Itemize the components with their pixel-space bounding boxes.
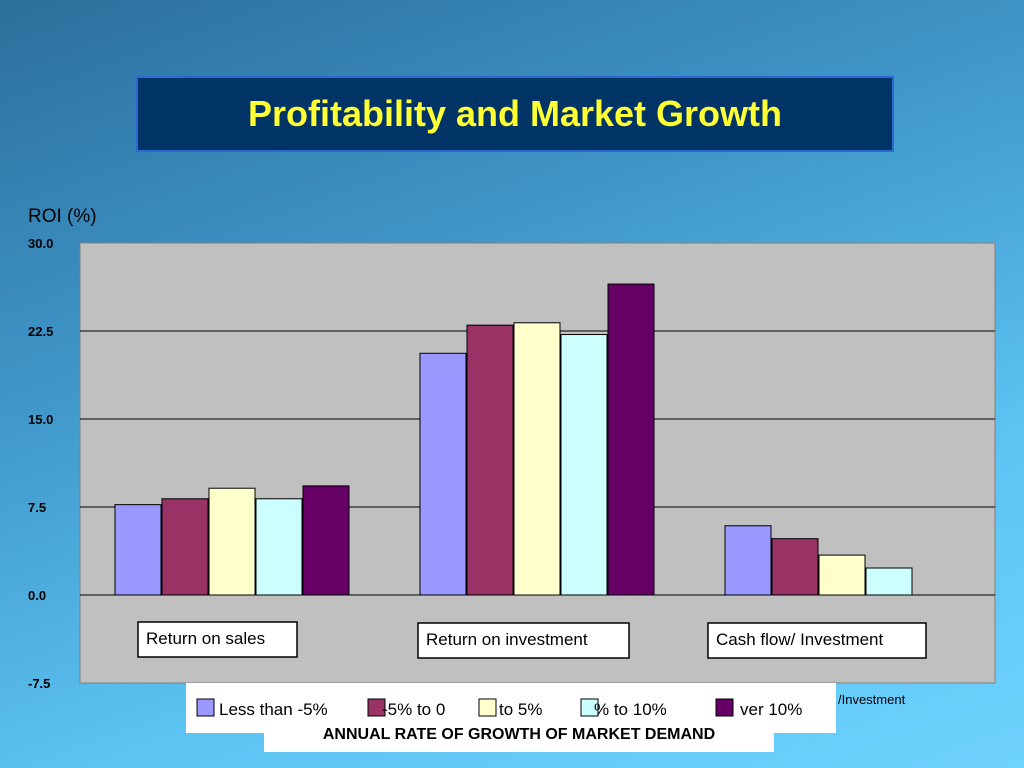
y-tick-label: 0.0 [28,588,46,603]
y-tick-label: 30.0 [28,236,53,251]
bar [771,538,819,596]
bar [419,352,467,596]
bar [513,322,561,596]
category-label-box [707,622,927,659]
legend-swatch [367,698,386,717]
bar [161,498,209,596]
legend-label: to 5% [499,700,542,719]
legend-swatch [580,698,599,717]
bar [302,485,350,596]
bar-layer [114,283,913,596]
y-axis-label: ROI (%) [28,206,97,227]
bar [818,554,866,596]
category-label: Return on investment [426,630,588,649]
y-tick-label: 7.5 [28,500,46,515]
bar [607,283,655,596]
bar [208,487,256,596]
bar [466,324,514,596]
category-labels: /Investment Return on sales Return on inve… [137,621,927,707]
chart-title-box: Profitability and Market Growth [136,76,894,152]
bar [724,525,772,596]
category-label: Return on sales [146,629,265,648]
x-axis-label: ANNUAL RATE OF GROWTH OF MARKET DEMAND [264,724,774,752]
y-tick-label: -7.5 [28,676,50,691]
bar [114,504,162,596]
grid-layer [79,242,996,684]
chart-title: Profitability and Market Growth [247,93,783,134]
bar [865,567,913,596]
y-tick-label: 15.0 [28,412,53,427]
bar [560,334,608,596]
y-tick-label: 22.5 [28,324,53,339]
category-label-box [137,621,298,658]
legend-swatch [715,698,734,717]
legend-label: ver 10% [740,700,802,719]
plot-area [79,242,996,684]
legend-swatch [478,698,497,717]
y-tick-labels: 30.0 22.5 15.0 7.5 0.0 -7.5 [28,236,53,691]
legend-label: Less than -5% [219,700,328,719]
category-label-fragment: /Investment [838,692,906,707]
legend-swatch [196,698,215,717]
bar [255,498,303,596]
category-label-box [417,622,630,659]
legend-label: % to 10% [594,700,667,719]
category-label: Cash flow/ Investment [716,630,884,649]
legend-label: -5% to 0 [382,700,445,719]
